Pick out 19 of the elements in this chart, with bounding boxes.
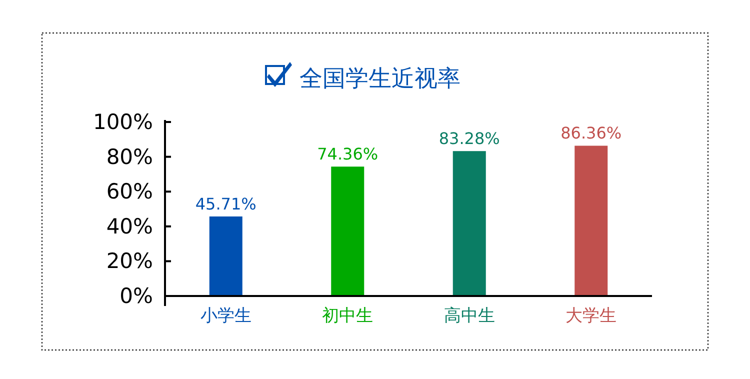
y-tick-label: 40% — [106, 214, 153, 238]
data-label: 86.36% — [560, 124, 622, 143]
bar — [331, 166, 364, 296]
y-tick-label: 0% — [120, 284, 153, 308]
y-tick-label: 20% — [106, 249, 153, 274]
x-tick-label: 初中生 — [322, 306, 374, 326]
data-label: 83.28% — [438, 129, 500, 148]
bar — [452, 151, 486, 296]
y-tick-label: 80% — [106, 144, 153, 169]
data-label: 45.71% — [195, 194, 256, 214]
x-tick-label: 高中生 — [444, 306, 495, 326]
bar — [574, 146, 608, 296]
y-tick-label: 60% — [106, 180, 153, 204]
x-tick-label: 小学生 — [200, 306, 252, 326]
data-label: 74.36% — [317, 144, 378, 164]
bar — [209, 216, 242, 296]
chart-title: 全国学生近视率 — [300, 66, 460, 92]
x-tick-label: 大学生 — [566, 306, 617, 326]
y-tick-label: 100% — [92, 110, 153, 134]
